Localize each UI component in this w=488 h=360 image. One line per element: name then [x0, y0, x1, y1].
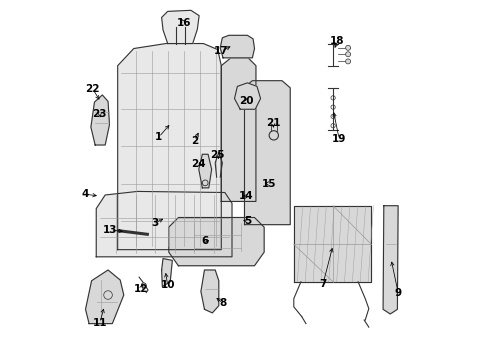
Text: 11: 11 [92, 318, 107, 328]
Text: 19: 19 [331, 134, 346, 144]
Polygon shape [244, 81, 290, 225]
Text: 20: 20 [239, 96, 253, 107]
Polygon shape [234, 83, 260, 109]
Polygon shape [96, 192, 231, 257]
Text: 10: 10 [160, 280, 175, 291]
Polygon shape [293, 206, 370, 282]
Text: 25: 25 [210, 150, 224, 160]
Text: 24: 24 [190, 159, 205, 169]
Polygon shape [198, 154, 211, 188]
Text: 12: 12 [133, 284, 148, 294]
Polygon shape [221, 58, 255, 202]
Polygon shape [91, 95, 109, 145]
Text: 22: 22 [85, 84, 100, 94]
Text: 15: 15 [262, 179, 276, 189]
Text: 5: 5 [244, 216, 251, 226]
Text: 7: 7 [319, 279, 326, 289]
Polygon shape [162, 258, 172, 287]
Text: 6: 6 [201, 236, 208, 246]
Text: 9: 9 [394, 288, 401, 297]
Text: 4: 4 [81, 189, 89, 199]
Text: 1: 1 [155, 132, 162, 142]
Circle shape [268, 131, 278, 140]
Polygon shape [85, 270, 123, 324]
Polygon shape [201, 270, 218, 313]
Circle shape [141, 283, 146, 288]
Polygon shape [162, 10, 199, 44]
Text: 18: 18 [329, 36, 344, 46]
Text: 21: 21 [265, 118, 280, 128]
Circle shape [345, 59, 350, 64]
Polygon shape [220, 35, 254, 58]
Polygon shape [118, 44, 221, 249]
Text: 13: 13 [103, 225, 118, 235]
Text: 23: 23 [92, 109, 107, 119]
Text: 3: 3 [151, 218, 159, 228]
Text: 17: 17 [214, 46, 228, 57]
Polygon shape [168, 217, 264, 266]
Text: 8: 8 [219, 298, 226, 308]
Text: 16: 16 [176, 18, 191, 28]
Text: 2: 2 [190, 136, 198, 146]
Circle shape [345, 45, 350, 50]
Polygon shape [382, 206, 397, 314]
Text: 14: 14 [239, 191, 253, 201]
Circle shape [345, 52, 350, 57]
